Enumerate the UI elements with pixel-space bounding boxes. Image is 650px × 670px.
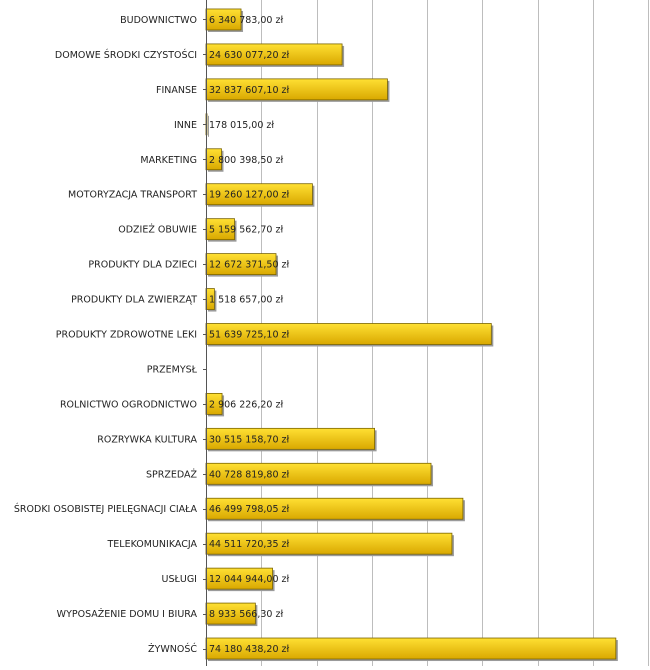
value-label: 178 015,00 zł bbox=[209, 120, 274, 131]
value-label: 46 499 798,05 zł bbox=[209, 504, 290, 515]
value-label: 44 511 720,35 zł bbox=[209, 539, 290, 550]
value-label: 8 933 566,30 zł bbox=[209, 609, 283, 620]
value-label: 2 906 226,20 zł bbox=[209, 399, 283, 410]
category-label: BUDOWNICTWO bbox=[120, 15, 197, 26]
category-label: PRODUKTY ZDROWOTNE LEKI bbox=[56, 330, 197, 341]
category-label: PRODUKTY DLA ZWIERZĄT bbox=[71, 295, 197, 306]
labels: 6 340 783,00 zł 24 630 077,20 zł 32 837 60… bbox=[209, 15, 290, 655]
value-label: 24 630 077,20 zł bbox=[209, 50, 290, 61]
value-label: 6 340 783,00 zł bbox=[209, 15, 283, 26]
category-label: DOMOWE ŚRODKI CZYSTOŚCI bbox=[55, 49, 197, 61]
category-label: SPRZEDAŻ bbox=[146, 469, 198, 480]
value-label: 12 672 371,50 zł bbox=[209, 260, 290, 271]
value-label: 40 728 819,80 zł bbox=[209, 469, 290, 480]
category-label: PRODUKTY DLA DZIECI bbox=[88, 260, 197, 271]
category-label: ŚRODKI OSOBISTEJ PIELĘGNACJI CIAŁA bbox=[14, 503, 198, 515]
value-label: 2 800 398,50 zł bbox=[209, 155, 283, 166]
value-label: 5 159 562,70 zł bbox=[209, 225, 283, 236]
value-label: 1 518 657,00 zł bbox=[209, 295, 283, 306]
category-label: USŁUGI bbox=[162, 574, 197, 585]
value-label: 32 837 607,10 zł bbox=[209, 85, 290, 96]
bars bbox=[205, 8, 618, 662]
bar-shadow bbox=[208, 115, 209, 137]
category-label: PRZEMYSŁ bbox=[147, 364, 198, 375]
value-label: 74 180 438,20 zł bbox=[209, 644, 290, 655]
category-label: ODZIEŻ OBUWIE bbox=[118, 225, 197, 236]
value-label: 19 260 127,00 zł bbox=[209, 190, 290, 201]
value-label: 30 515 158,70 zł bbox=[209, 434, 290, 445]
category-label: FINANSE bbox=[156, 85, 197, 96]
value-label: 51 639 725,10 zł bbox=[209, 330, 290, 341]
category-label: ROZRYWKA KULTURA bbox=[97, 434, 197, 445]
category-label: INNE bbox=[174, 120, 197, 131]
category-label: ROLNICTWO OGRODNICTWO bbox=[60, 399, 197, 410]
category-label: ŻYWNOŚĆ bbox=[148, 643, 197, 655]
value-label: 12 044 944,00 zł bbox=[209, 574, 290, 585]
category-label: TELEKOMUNIKACJA bbox=[106, 539, 197, 550]
category-axis: BUDOWNICTWO DOMOWE ŚRODKI CZYSTOŚCI FINANS… bbox=[14, 0, 207, 666]
category-label: MARKETING bbox=[140, 155, 197, 166]
category-label: MOTORYZACJA TRANSPORT bbox=[68, 190, 197, 201]
category-label: WYPOSAŻENIE DOMU I BIURA bbox=[57, 609, 198, 620]
